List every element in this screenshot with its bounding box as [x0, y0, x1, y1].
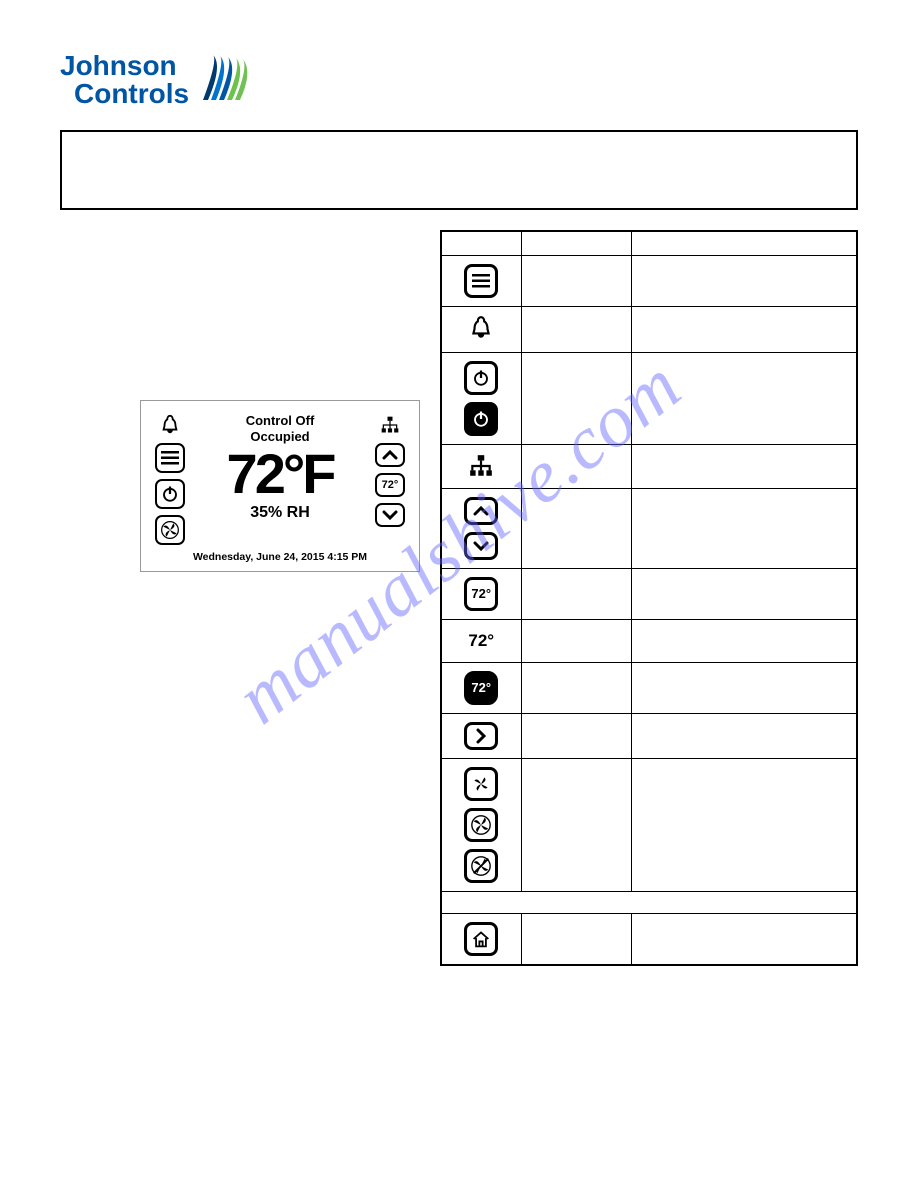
brand-swirl-icon — [193, 50, 253, 110]
table-row — [441, 488, 857, 568]
up-arrow-icon — [375, 443, 405, 467]
table-row: 72° — [441, 662, 857, 713]
table-header-row — [441, 231, 857, 255]
power-icon-filled — [464, 402, 498, 436]
setpoint-bordered-icon: 72° — [464, 577, 498, 611]
table-row: 72° — [441, 619, 857, 662]
fan-icon — [155, 515, 185, 545]
thermostat-temperature: 72°F — [185, 446, 375, 502]
home-icon — [464, 922, 498, 956]
brand-text: Johnson Controls — [60, 52, 189, 108]
brand-line2: Controls — [74, 80, 189, 108]
setpoint-plain-icon: 72° — [464, 626, 498, 656]
bell-icon — [155, 413, 185, 437]
fan-off-icon — [464, 849, 498, 883]
down-arrow-icon — [464, 532, 498, 560]
title-box — [60, 130, 858, 210]
setpoint-icon: 72° — [375, 473, 405, 497]
thermostat-status1: Control Off — [185, 413, 375, 429]
table-row — [441, 913, 857, 965]
table-row — [441, 306, 857, 352]
power-icon — [155, 479, 185, 509]
thermostat-preview: Control Off Occupied 72°F 35% RH 72° — [140, 400, 420, 572]
fan-auto-icon — [464, 808, 498, 842]
thermostat-humidity: 35% RH — [185, 504, 375, 522]
table-row — [441, 891, 857, 913]
down-arrow-icon — [375, 503, 405, 527]
brand-logo: Johnson Controls — [60, 50, 858, 110]
fan-on-icon — [464, 767, 498, 801]
menu-icon — [464, 264, 498, 298]
bell-icon — [464, 313, 498, 343]
table-row — [441, 255, 857, 306]
setpoint-filled-icon: 72° — [464, 671, 498, 705]
table-row — [441, 713, 857, 758]
right-arrow-icon — [464, 722, 498, 750]
network-icon — [375, 413, 405, 437]
brand-line1: Johnson — [60, 52, 189, 80]
icon-reference-table: 72° 72° 72° — [440, 230, 858, 966]
thermostat-datetime: Wednesday, June 24, 2015 4:15 PM — [155, 551, 405, 563]
table-row: 72° — [441, 568, 857, 619]
table-row — [441, 352, 857, 444]
menu-icon — [155, 443, 185, 473]
up-arrow-icon — [464, 497, 498, 525]
table-row — [441, 444, 857, 488]
table-row — [441, 758, 857, 891]
power-icon — [464, 361, 498, 395]
network-icon — [464, 451, 498, 481]
